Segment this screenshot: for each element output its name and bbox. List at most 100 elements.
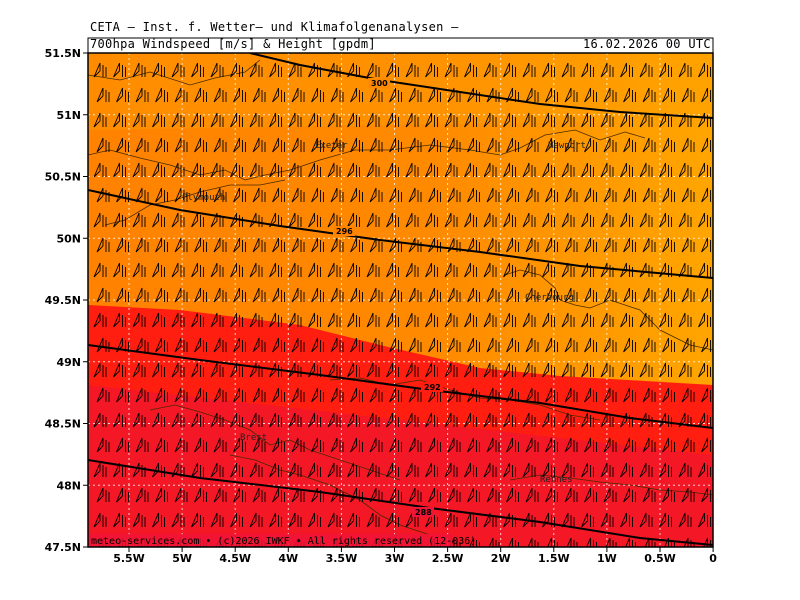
wind-barb bbox=[681, 487, 695, 503]
wind-barb bbox=[603, 337, 617, 353]
wind-barb bbox=[600, 412, 614, 428]
wind-barb bbox=[681, 437, 695, 453]
wind-barb bbox=[174, 187, 188, 203]
wind-barb bbox=[503, 412, 516, 428]
wind-barb bbox=[620, 162, 633, 178]
wind-barb bbox=[171, 162, 185, 178]
wind-barb bbox=[444, 362, 458, 378]
wind-barb bbox=[503, 112, 516, 128]
wind-barb bbox=[366, 462, 380, 478]
wind-barb bbox=[155, 487, 168, 503]
wind-barb bbox=[194, 487, 207, 503]
place-label: Plymouth bbox=[182, 193, 225, 203]
wind-barb bbox=[96, 237, 110, 253]
wind-barb bbox=[444, 62, 458, 78]
wind-barb bbox=[506, 487, 519, 503]
wind-barb bbox=[230, 312, 243, 328]
wind-barb bbox=[522, 312, 536, 328]
wind-barb bbox=[252, 437, 266, 453]
wind-barb bbox=[233, 437, 246, 453]
wind-barb bbox=[135, 337, 149, 353]
wind-barb bbox=[269, 412, 282, 428]
wind-barb bbox=[545, 137, 558, 153]
wind-barb bbox=[662, 337, 675, 353]
wind-barb bbox=[483, 212, 497, 228]
wind-barb bbox=[561, 362, 575, 378]
wind-barb bbox=[213, 337, 227, 353]
wind-barb bbox=[327, 512, 341, 528]
wind-barb bbox=[93, 412, 107, 428]
wind-barb bbox=[425, 462, 438, 478]
wind-barb bbox=[330, 287, 344, 303]
wind-barb bbox=[132, 412, 146, 428]
wind-barb bbox=[506, 137, 519, 153]
wind-barb bbox=[701, 387, 711, 403]
wind-barb bbox=[350, 287, 363, 303]
wind-barb bbox=[603, 287, 617, 303]
wind-barb bbox=[132, 162, 146, 178]
wind-barb bbox=[347, 112, 360, 128]
wind-barb bbox=[191, 412, 204, 428]
wind-barb bbox=[483, 462, 497, 478]
wind-barb bbox=[194, 187, 207, 203]
wind-barb bbox=[233, 237, 246, 253]
wind-barb bbox=[93, 112, 107, 128]
wind-barb bbox=[269, 62, 282, 78]
wind-barb bbox=[428, 87, 441, 103]
wind-barb bbox=[210, 412, 224, 428]
wind-barb bbox=[291, 487, 305, 503]
wind-barb bbox=[561, 112, 575, 128]
wind-barb bbox=[291, 237, 305, 253]
lon-tick-label: 5W bbox=[172, 552, 192, 565]
wind-barb bbox=[152, 412, 165, 428]
wind-barb bbox=[642, 287, 656, 303]
wind-barb bbox=[469, 537, 480, 547]
wind-barb bbox=[135, 187, 149, 203]
wind-barb bbox=[522, 162, 536, 178]
wind-barb bbox=[408, 487, 422, 503]
wind-barb bbox=[369, 287, 383, 303]
wind-barb bbox=[659, 462, 672, 478]
wind-barb bbox=[386, 462, 399, 478]
wind-barb bbox=[444, 112, 458, 128]
wind-barb bbox=[486, 387, 500, 403]
wind-barb bbox=[564, 337, 578, 353]
wind-barb bbox=[288, 112, 302, 128]
wind-barb bbox=[525, 237, 539, 253]
valid-time: 16.02.2026 00 UTC bbox=[583, 37, 711, 51]
wind-barb bbox=[272, 387, 285, 403]
wind-barb bbox=[405, 112, 419, 128]
lon-tick-label: 3W bbox=[385, 552, 405, 565]
wind-barb bbox=[522, 362, 536, 378]
wind-barb bbox=[464, 362, 477, 378]
wind-barb bbox=[269, 262, 282, 278]
wind-barb bbox=[542, 262, 555, 278]
wind-barb bbox=[600, 462, 614, 478]
wind-barb bbox=[698, 212, 711, 228]
wind-barb bbox=[408, 137, 422, 153]
wind-barb bbox=[698, 512, 711, 528]
wind-barb bbox=[291, 87, 305, 103]
wind-barb bbox=[272, 337, 285, 353]
wind-barb bbox=[308, 412, 321, 428]
wind-barb bbox=[308, 112, 321, 128]
wind-barb bbox=[210, 312, 224, 328]
wind-barb bbox=[93, 262, 107, 278]
wind-barb bbox=[425, 412, 438, 428]
wind-barb bbox=[545, 337, 558, 353]
wind-barb bbox=[428, 487, 441, 503]
wind-barb bbox=[623, 487, 636, 503]
wind-barb bbox=[525, 437, 539, 453]
wind-barb bbox=[135, 437, 149, 453]
wind-barb bbox=[252, 337, 266, 353]
wind-barb bbox=[408, 237, 422, 253]
wind-barb bbox=[249, 512, 263, 528]
wind-barb bbox=[425, 362, 438, 378]
wind-barb bbox=[132, 512, 146, 528]
wind-barb bbox=[542, 212, 555, 228]
wind-barb bbox=[620, 212, 633, 228]
wind-barb bbox=[605, 537, 617, 547]
wind-barb bbox=[171, 512, 185, 528]
wind-barb bbox=[483, 362, 497, 378]
wind-barb bbox=[603, 237, 617, 253]
